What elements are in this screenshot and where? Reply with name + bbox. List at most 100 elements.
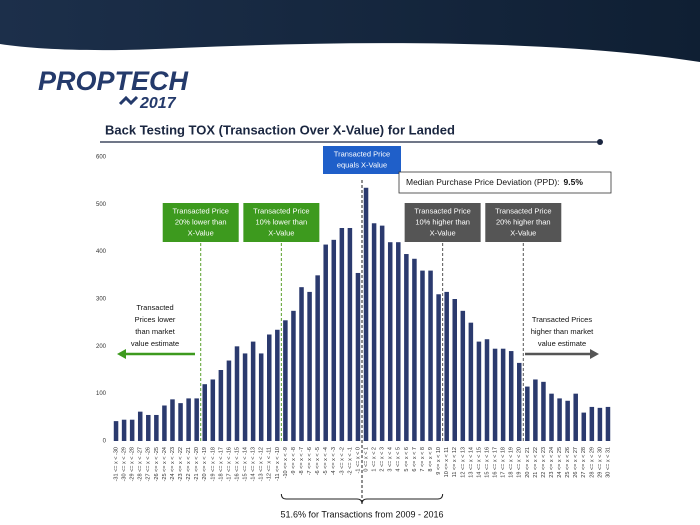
x-tick-label: -24 <= x < -23 [170, 447, 176, 481]
annotation-text: X-Value [430, 228, 456, 237]
bar [210, 379, 216, 441]
x-tick-label: -8 <= x < -7 [299, 447, 305, 475]
x-tick-label: 14 <= x < 15 [476, 447, 482, 478]
x-tick-label: 0 <= x < 1 [363, 447, 369, 472]
arrow-head [117, 349, 126, 359]
x-tick-label: -31 <= x < -30 [113, 447, 119, 481]
footer-note: 51.6% for Transactions from 2009 - 2016 [280, 509, 443, 519]
annotation-text: Transacted Price [414, 206, 470, 215]
bar [162, 405, 167, 441]
bar [444, 291, 449, 441]
x-tick-label: -20 <= x < -19 [202, 447, 208, 481]
x-tick-label: -10 <= x < -9 [283, 447, 289, 478]
bar [428, 270, 433, 441]
bar [283, 320, 288, 441]
annotation-text: Transacted Price [253, 206, 309, 215]
bar [129, 419, 135, 441]
bar [549, 393, 554, 441]
bar [178, 403, 183, 441]
x-tick-label: -7 <= x < -6 [307, 447, 313, 475]
annotation-box [323, 146, 401, 174]
y-tick-label: 600 [96, 155, 107, 161]
annotation-text: X-Value [268, 228, 294, 237]
bar [186, 398, 191, 441]
x-tick-label: 13 <= x < 14 [468, 447, 474, 478]
annotation-text: 20% lower than [175, 217, 227, 226]
bar [250, 341, 256, 441]
x-tick-label: -23 <= x < -22 [178, 447, 184, 481]
x-tick-label: 5 <= x < 6 [404, 447, 410, 472]
bar [396, 242, 401, 441]
y-tick-label: 200 [96, 344, 107, 350]
bar [234, 346, 240, 441]
annotation-text: X-Value [510, 228, 536, 237]
x-tick-label: -18 <= x < -17 [218, 447, 224, 481]
bar [605, 406, 611, 441]
bar [476, 341, 482, 441]
side-note: higher than market [531, 327, 594, 336]
chart-title: Back Testing TOX (Transaction Over X-Val… [105, 122, 455, 137]
x-tick-label: -13 <= x < -12 [259, 447, 265, 481]
x-tick-label: 26 <= x < 27 [573, 447, 579, 478]
x-tick-label: -1 <= x < 0 [355, 447, 361, 473]
bar [541, 381, 546, 441]
bar [525, 386, 530, 441]
annotation-text: Transacted Price [334, 149, 390, 158]
bar [573, 393, 578, 441]
x-tick-label: -27 <= x < -26 [146, 447, 152, 481]
x-tick-label: -19 <= x < -18 [210, 447, 216, 481]
x-tick-label: 16 <= x < 17 [493, 447, 499, 478]
bar [412, 258, 417, 441]
side-note: Transacted [136, 303, 173, 312]
bar [258, 353, 264, 441]
x-tick-label: -12 <= x < -11 [267, 447, 273, 481]
bar [420, 270, 425, 441]
bar [226, 360, 232, 441]
bar [267, 334, 272, 441]
x-tick-label: 20 <= x < 21 [525, 447, 531, 478]
bar [500, 348, 506, 441]
annotation-box [404, 203, 481, 242]
bar [371, 223, 377, 441]
header-band [0, 0, 700, 62]
x-tick-label: 27 <= x < 28 [581, 447, 587, 478]
bar [363, 187, 369, 441]
bar [387, 242, 393, 441]
x-tick-label: 4 <= x < 5 [396, 447, 402, 472]
x-tick-label: -25 <= x < -24 [162, 447, 168, 481]
x-tick-label: -6 <= x < -5 [315, 447, 321, 475]
x-tick-label: 3 <= x < 4 [388, 447, 394, 472]
x-tick-label: 22 <= x < 23 [541, 447, 547, 478]
bar [436, 294, 441, 441]
bar [137, 411, 143, 441]
bar [597, 407, 603, 441]
x-tick-label: 21 <= x < 22 [533, 447, 539, 478]
bar [492, 348, 498, 441]
y-tick-label: 300 [96, 297, 107, 303]
bar [452, 299, 457, 441]
annotation-text: Transacted Price [495, 206, 551, 215]
y-tick-label: 500 [96, 202, 107, 208]
logo-name: PROPTECH [38, 66, 189, 96]
bar [323, 244, 328, 441]
annotation-text: 10% higher than [415, 217, 470, 226]
bar [194, 398, 199, 441]
bar [355, 272, 361, 441]
x-tick-label: 10 <= x < 11 [444, 447, 450, 477]
x-tick-label: 6 <= x < 7 [412, 447, 418, 472]
bar [565, 400, 570, 441]
x-tick-label: -29 <= x < -28 [130, 447, 136, 481]
x-tick-label: -14 <= x < -13 [251, 447, 257, 481]
bar [533, 379, 538, 441]
x-tick-label: 23 <= x < 24 [549, 447, 555, 478]
annotation-box [243, 203, 320, 242]
side-note: than market [135, 327, 176, 336]
bar [589, 406, 595, 441]
bar [291, 310, 296, 441]
y-tick-label: 100 [96, 391, 107, 397]
bar [557, 398, 562, 441]
bar [307, 291, 312, 441]
bar [146, 414, 151, 441]
arrow-head [590, 349, 599, 359]
